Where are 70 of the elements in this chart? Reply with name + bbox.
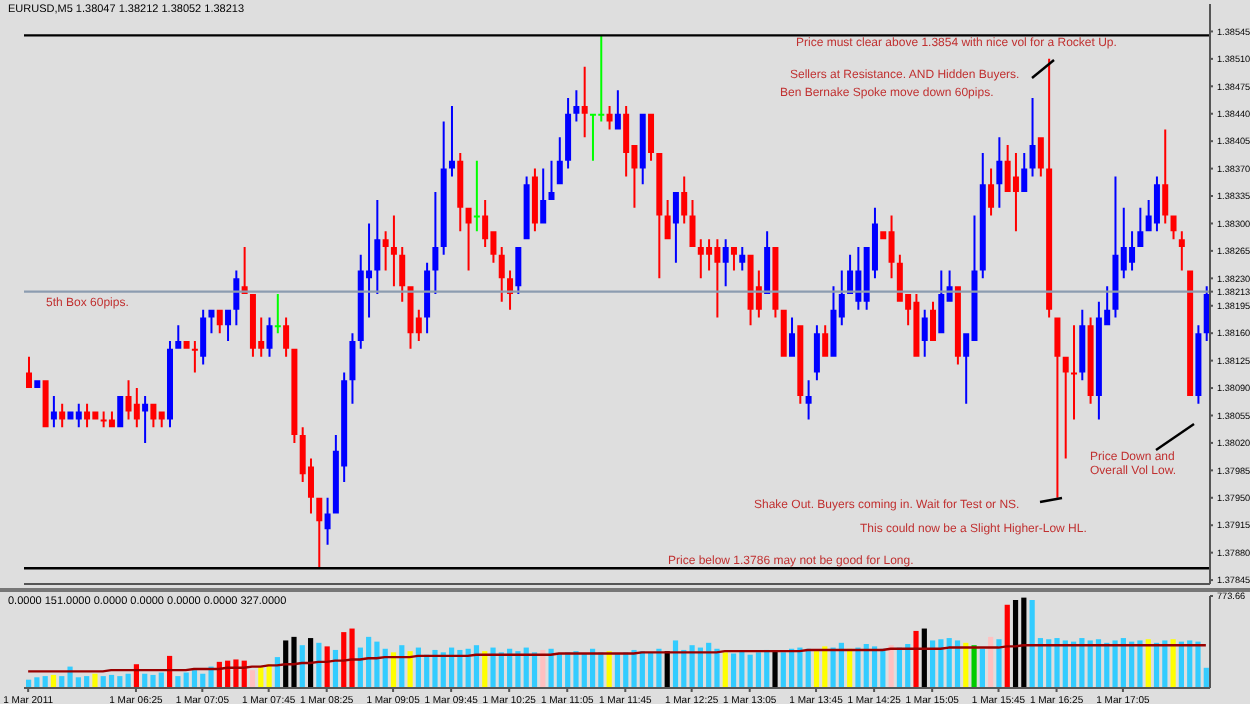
bar	[191, 670, 198, 688]
bar	[399, 645, 405, 688]
bar	[1046, 639, 1052, 688]
candlestick	[448, 105, 455, 177]
candlestick	[390, 215, 397, 287]
bar	[689, 645, 695, 688]
bar	[515, 651, 521, 688]
bar	[930, 640, 936, 688]
bar	[1095, 639, 1102, 688]
bar	[473, 645, 480, 688]
bar	[432, 649, 438, 688]
bar	[747, 654, 753, 688]
bar	[913, 630, 919, 688]
candlestick	[191, 341, 198, 373]
bar	[1012, 600, 1019, 688]
bar	[1054, 638, 1060, 688]
bar	[714, 648, 720, 688]
bar	[349, 628, 355, 688]
bar	[1162, 640, 1168, 688]
bar	[1087, 640, 1093, 688]
bar	[1195, 641, 1201, 688]
bar	[208, 666, 214, 688]
bar	[739, 651, 745, 688]
bar	[971, 645, 977, 688]
bar	[755, 652, 762, 688]
bar	[1062, 640, 1068, 688]
bar	[249, 670, 256, 688]
bar	[1145, 639, 1151, 688]
bar	[822, 646, 828, 688]
bar	[938, 639, 944, 688]
bar	[722, 652, 728, 688]
bar	[830, 647, 836, 688]
bar	[1004, 604, 1010, 688]
bar	[772, 651, 778, 688]
bar	[1120, 638, 1126, 688]
bar	[291, 636, 297, 688]
bar	[490, 647, 496, 688]
bar	[730, 653, 737, 688]
bar	[979, 648, 985, 688]
bar	[1187, 640, 1193, 688]
candlestick	[274, 294, 281, 334]
bar	[871, 646, 878, 688]
candlestick	[581, 66, 588, 138]
bar	[631, 649, 637, 688]
bar	[780, 652, 786, 688]
bar	[573, 651, 579, 688]
bar	[233, 659, 239, 688]
bar	[1029, 600, 1035, 688]
bar	[1079, 638, 1085, 688]
bar	[921, 628, 927, 688]
bar	[1137, 640, 1143, 688]
bar	[797, 647, 803, 688]
bar	[1112, 640, 1118, 688]
bar	[996, 639, 1002, 688]
bar	[150, 674, 156, 688]
bar	[656, 648, 662, 688]
bar	[1170, 639, 1176, 688]
bar	[307, 638, 314, 688]
bar	[283, 640, 289, 688]
bar	[299, 645, 305, 688]
bar	[863, 644, 869, 688]
bar	[92, 673, 98, 688]
candlestick	[1071, 325, 1078, 420]
bar	[905, 644, 911, 688]
bar	[813, 651, 820, 688]
bar	[1021, 597, 1027, 688]
candlestick	[473, 160, 480, 232]
bar	[855, 647, 861, 688]
bar	[888, 645, 894, 688]
bar	[374, 641, 380, 688]
